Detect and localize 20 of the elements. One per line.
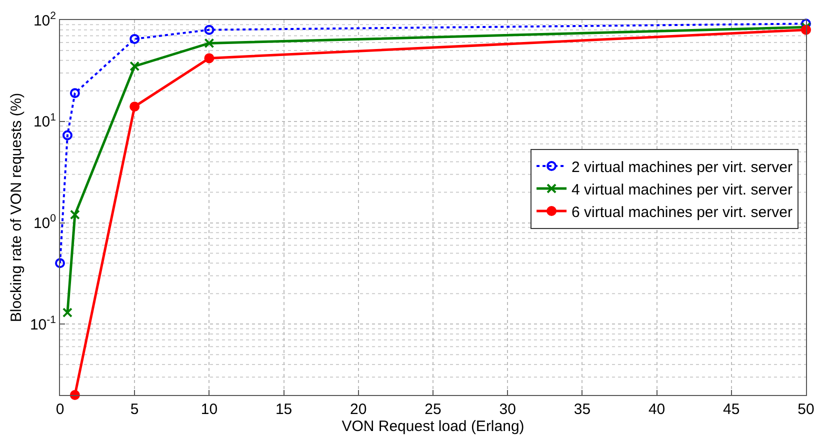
y-tick-label: 10$^{2}$ xyxy=(33,10,56,30)
x-tick-label: 15 xyxy=(275,401,292,418)
y-tick-label: 10$^{-1}$ xyxy=(30,314,56,334)
x-tick-label: 30 xyxy=(499,401,516,418)
x-tick-label: 50 xyxy=(798,401,814,418)
y-tick-label: 10$^{1}$ xyxy=(33,111,56,131)
x-tick-label: 20 xyxy=(350,401,367,418)
legend-label: 4 virtual machines per virt. server xyxy=(572,181,792,198)
legend-label: 2 virtual machines per virt. server xyxy=(572,158,792,176)
x-tick-label: 45 xyxy=(723,401,740,418)
x-tick-label: 25 xyxy=(424,401,442,418)
x-tick-label: 40 xyxy=(648,401,666,418)
x-tick-label: 0 xyxy=(56,401,64,418)
x-tick-label: 5 xyxy=(130,401,139,418)
legend-label: 6 virtual machines per virt. server xyxy=(572,204,792,221)
x-tick-label: 35 xyxy=(574,401,591,418)
y-tick-label: 10$^{0}$ xyxy=(33,212,56,232)
x-tick-label: 10 xyxy=(200,401,218,418)
x-axis-title: VON Request load (Erlang) xyxy=(342,418,524,435)
y-axis-title: Blocking rate of VON requests (%) xyxy=(8,92,26,322)
